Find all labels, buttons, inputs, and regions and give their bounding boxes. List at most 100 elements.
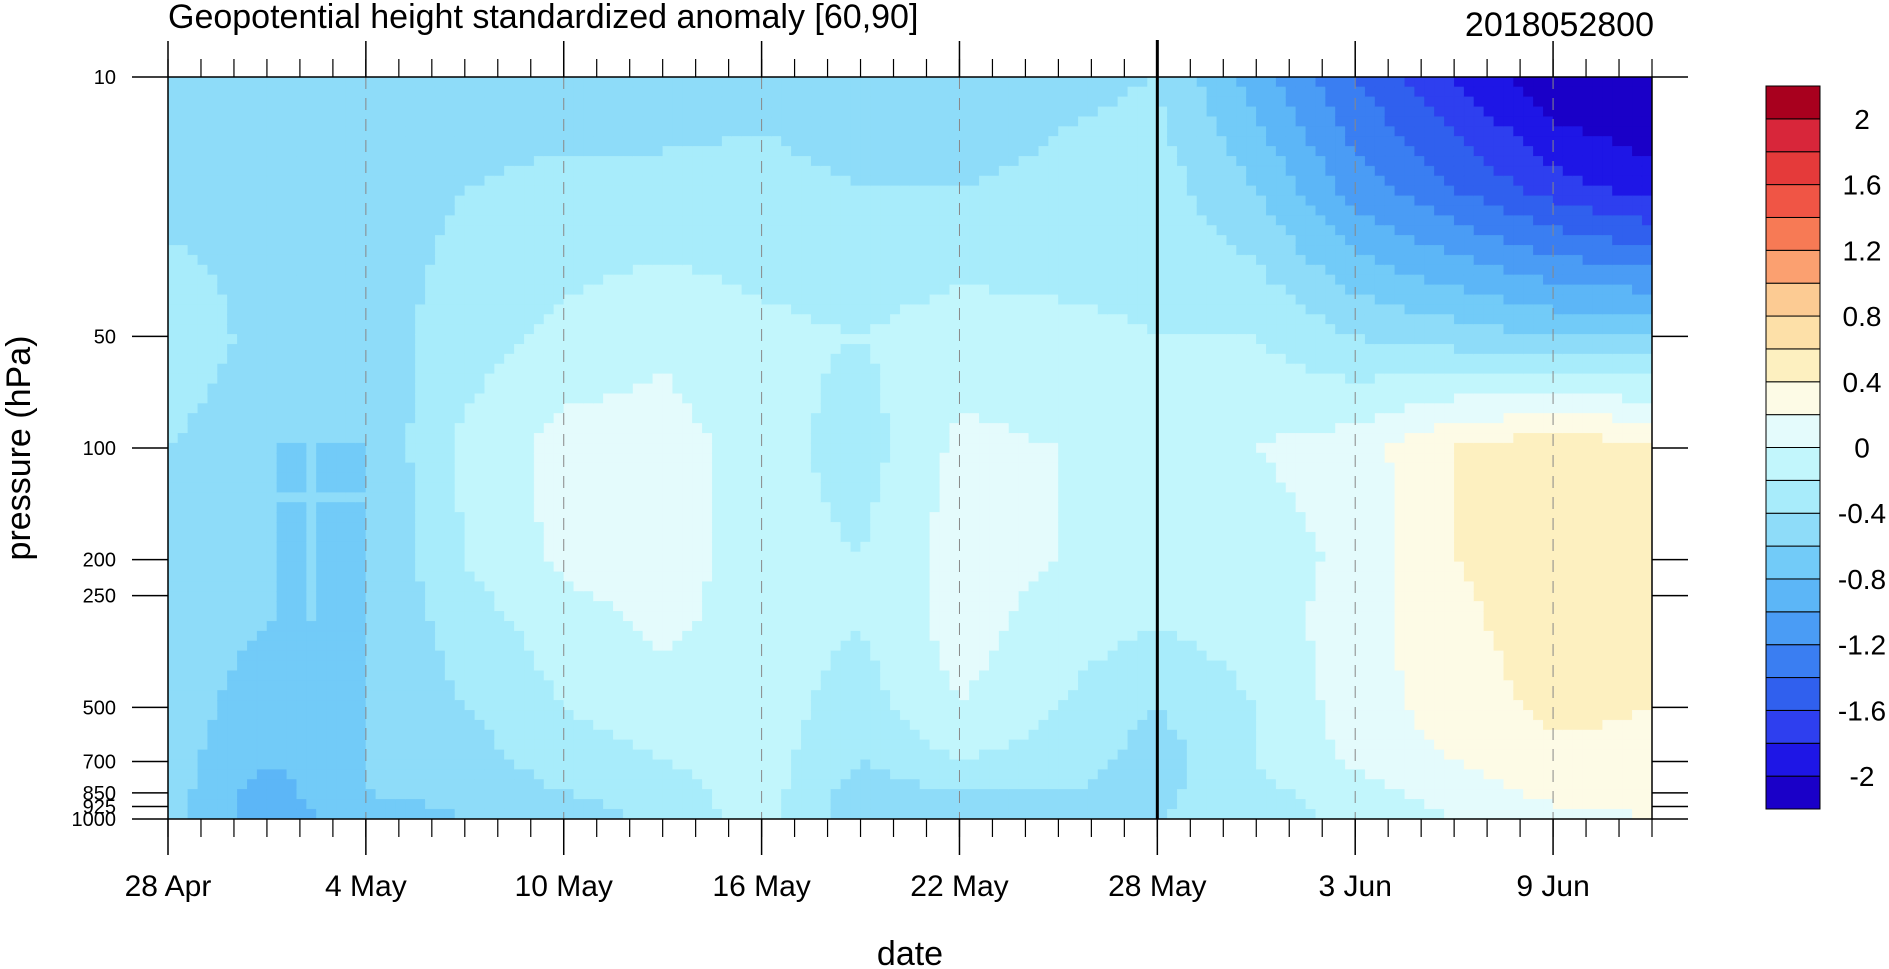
field-cell bbox=[464, 116, 476, 128]
field-cell bbox=[563, 640, 575, 652]
field-cell bbox=[662, 245, 674, 256]
field-cell bbox=[336, 571, 347, 583]
field-cell bbox=[345, 710, 357, 721]
field-cell bbox=[375, 165, 387, 177]
field-cell bbox=[514, 205, 525, 217]
field-cell bbox=[662, 343, 674, 355]
field-cell bbox=[702, 165, 713, 177]
field-cell bbox=[355, 294, 367, 306]
field-cell bbox=[375, 324, 387, 335]
field-cell bbox=[256, 146, 268, 157]
field-cell bbox=[791, 571, 802, 583]
field-cell bbox=[266, 155, 278, 167]
field-cell bbox=[444, 541, 456, 553]
field-cell bbox=[662, 433, 674, 444]
field-cell bbox=[326, 334, 337, 345]
field-cell bbox=[454, 245, 466, 256]
field-cell bbox=[375, 106, 387, 118]
field-cell bbox=[682, 452, 694, 464]
field-cell bbox=[791, 245, 802, 256]
field-cell bbox=[603, 601, 614, 612]
field-cell bbox=[484, 680, 496, 692]
field-cell bbox=[326, 205, 337, 217]
field-cell bbox=[326, 522, 337, 533]
field-cell bbox=[345, 611, 357, 622]
field-cell bbox=[662, 522, 674, 533]
field-cell bbox=[514, 630, 525, 642]
field-cell bbox=[672, 779, 684, 791]
field-cell bbox=[731, 739, 743, 751]
field-cell bbox=[622, 591, 634, 603]
field-cell bbox=[524, 96, 535, 108]
field-cell bbox=[622, 452, 634, 464]
field-cell bbox=[454, 284, 466, 296]
field-cell bbox=[484, 165, 496, 177]
field-cell bbox=[276, 789, 288, 800]
field-cell bbox=[237, 373, 248, 385]
field-cell bbox=[355, 462, 367, 474]
field-cell bbox=[494, 343, 506, 355]
field-cell bbox=[326, 512, 337, 523]
field-cell bbox=[672, 314, 684, 326]
field-cell bbox=[692, 660, 703, 672]
field-cell bbox=[672, 729, 684, 741]
field-cell bbox=[791, 591, 802, 603]
field-cell bbox=[316, 452, 328, 464]
field-cell bbox=[177, 472, 189, 484]
field-cell bbox=[593, 225, 605, 237]
field-cell bbox=[425, 195, 436, 207]
field-cell bbox=[168, 393, 179, 405]
field-cell bbox=[682, 700, 694, 711]
field-cell bbox=[504, 264, 516, 276]
field-cell bbox=[405, 294, 417, 306]
field-cell bbox=[266, 571, 278, 583]
field-cell bbox=[721, 245, 733, 256]
field-cell bbox=[286, 413, 298, 425]
field-cell bbox=[375, 719, 387, 731]
field-cell bbox=[474, 620, 486, 632]
field-cell bbox=[168, 155, 179, 167]
field-cell bbox=[583, 462, 595, 474]
field-cell bbox=[276, 502, 288, 514]
field-cell bbox=[801, 116, 812, 128]
field-cell bbox=[494, 106, 506, 118]
field-cell bbox=[246, 630, 258, 642]
field-cell bbox=[672, 185, 684, 197]
field-cell bbox=[306, 274, 318, 286]
field-cell bbox=[731, 116, 743, 128]
field-cell bbox=[603, 165, 614, 177]
field-cell bbox=[168, 254, 179, 266]
field-cell bbox=[524, 522, 535, 533]
field-cell bbox=[741, 601, 753, 612]
field-cell bbox=[791, 403, 802, 415]
field-cell bbox=[751, 472, 763, 484]
field-cell bbox=[771, 799, 783, 810]
field-cell bbox=[672, 581, 684, 593]
field-cell bbox=[415, 650, 426, 662]
field-cell bbox=[217, 205, 229, 217]
field-cell bbox=[751, 343, 763, 355]
field-cell bbox=[415, 690, 426, 702]
field-cell bbox=[237, 383, 248, 395]
field-cell bbox=[425, 225, 436, 237]
field-cell bbox=[662, 294, 674, 306]
field-cell bbox=[514, 126, 525, 138]
field-cell bbox=[632, 334, 644, 345]
field-cell bbox=[494, 729, 506, 741]
field-cell bbox=[524, 680, 535, 692]
field-cell bbox=[207, 650, 219, 662]
field-cell bbox=[553, 284, 565, 296]
field-cell bbox=[563, 710, 575, 721]
field-cell bbox=[504, 650, 516, 662]
field-cell bbox=[682, 77, 694, 88]
field-cell bbox=[761, 799, 773, 810]
field-cell bbox=[494, 620, 506, 632]
field-cell bbox=[425, 126, 436, 138]
field-cell bbox=[484, 245, 496, 256]
field-cell bbox=[484, 789, 496, 800]
field-cell bbox=[781, 284, 793, 296]
field-cell bbox=[395, 383, 407, 395]
field-cell bbox=[444, 116, 456, 128]
field-cell bbox=[642, 96, 654, 108]
field-cell bbox=[771, 680, 783, 692]
